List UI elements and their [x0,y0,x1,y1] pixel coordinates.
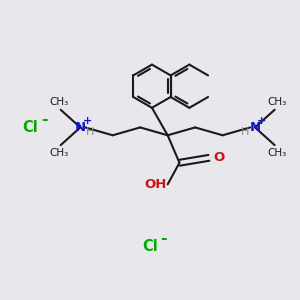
Text: H: H [241,127,249,137]
Text: OH: OH [145,178,167,191]
Text: N: N [250,121,261,134]
Text: CH₃: CH₃ [267,97,286,107]
Text: -: - [41,112,47,127]
Text: H: H [86,127,94,137]
Text: CH₃: CH₃ [49,97,68,107]
Text: Cl: Cl [142,239,158,254]
Text: O: O [213,152,224,164]
Text: CH₃: CH₃ [267,148,286,158]
Text: CH₃: CH₃ [49,148,68,158]
Text: -: - [160,231,167,246]
Text: N: N [75,121,86,134]
Text: +: + [82,116,92,126]
Text: Cl: Cl [22,120,38,135]
Text: +: + [257,116,266,126]
